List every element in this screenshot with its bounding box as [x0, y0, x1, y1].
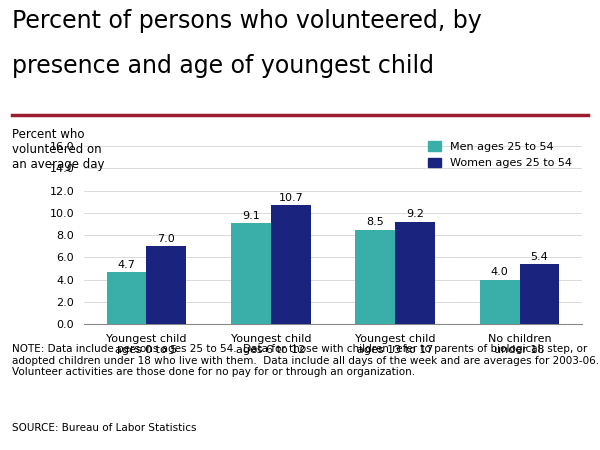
Text: 4.7: 4.7	[118, 260, 136, 270]
Text: Percent of persons who volunteered, by: Percent of persons who volunteered, by	[12, 9, 482, 33]
Text: 9.1: 9.1	[242, 211, 260, 220]
Text: SOURCE: Bureau of Labor Statistics: SOURCE: Bureau of Labor Statistics	[12, 423, 197, 433]
Bar	[146, 246, 186, 324]
Bar	[395, 222, 435, 324]
Text: presence and age of youngest child: presence and age of youngest child	[12, 54, 434, 78]
Text: 5.4: 5.4	[530, 252, 548, 262]
Bar	[231, 223, 271, 324]
Text: 7.0: 7.0	[157, 234, 175, 244]
Legend: Men ages 25 to 54, Women ages 25 to 54: Men ages 25 to 54, Women ages 25 to 54	[424, 137, 577, 173]
Text: 4.0: 4.0	[491, 267, 509, 277]
Bar	[480, 279, 520, 324]
Text: Percent who
volunteered on
an average day: Percent who volunteered on an average da…	[12, 128, 104, 171]
Text: 10.7: 10.7	[278, 193, 303, 203]
Bar	[271, 205, 311, 324]
Text: 8.5: 8.5	[367, 217, 384, 227]
Bar	[355, 230, 395, 324]
Text: 9.2: 9.2	[406, 210, 424, 220]
Bar	[520, 264, 559, 324]
Bar	[107, 272, 146, 324]
Text: NOTE: Data include persons ages 25 to 54.  Data for those with children refer to: NOTE: Data include persons ages 25 to 54…	[12, 344, 599, 378]
